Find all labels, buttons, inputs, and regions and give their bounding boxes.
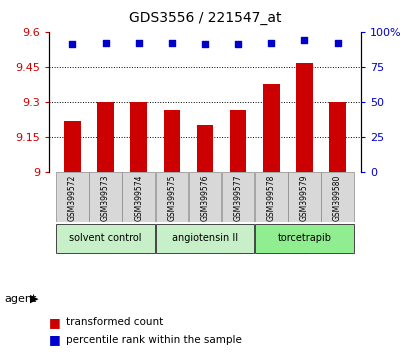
Point bbox=[69, 42, 76, 47]
Point bbox=[201, 42, 208, 47]
FancyBboxPatch shape bbox=[321, 172, 353, 222]
Text: solvent control: solvent control bbox=[69, 233, 142, 243]
Point bbox=[267, 40, 274, 46]
Bar bbox=[64, 121, 81, 172]
FancyBboxPatch shape bbox=[155, 224, 254, 253]
FancyBboxPatch shape bbox=[122, 172, 155, 222]
Bar bbox=[229, 110, 246, 172]
Bar bbox=[196, 125, 213, 172]
Text: ■: ■ bbox=[49, 316, 61, 329]
Text: ▶: ▶ bbox=[29, 294, 38, 304]
FancyBboxPatch shape bbox=[155, 172, 188, 222]
FancyBboxPatch shape bbox=[221, 172, 254, 222]
Text: transformed count: transformed count bbox=[65, 317, 162, 327]
Point bbox=[135, 40, 142, 46]
FancyBboxPatch shape bbox=[254, 224, 353, 253]
Text: percentile rank within the sample: percentile rank within the sample bbox=[65, 335, 241, 345]
Bar bbox=[262, 85, 279, 172]
Bar bbox=[295, 63, 312, 172]
Text: GSM399576: GSM399576 bbox=[200, 175, 209, 221]
Text: GSM399573: GSM399573 bbox=[101, 175, 110, 221]
Text: GDS3556 / 221547_at: GDS3556 / 221547_at bbox=[128, 11, 281, 25]
Text: GSM399580: GSM399580 bbox=[332, 175, 341, 221]
Text: GSM399574: GSM399574 bbox=[134, 175, 143, 221]
Text: GSM399577: GSM399577 bbox=[233, 175, 242, 221]
Point bbox=[102, 40, 108, 46]
FancyBboxPatch shape bbox=[188, 172, 221, 222]
Text: torcetrapib: torcetrapib bbox=[277, 233, 330, 243]
Text: angiotensin II: angiotensin II bbox=[171, 233, 238, 243]
FancyBboxPatch shape bbox=[89, 172, 121, 222]
Point bbox=[168, 40, 175, 46]
Bar bbox=[97, 102, 114, 172]
Point bbox=[333, 40, 340, 46]
Text: GSM399572: GSM399572 bbox=[68, 175, 77, 221]
Text: GSM399578: GSM399578 bbox=[266, 175, 275, 221]
FancyBboxPatch shape bbox=[288, 172, 320, 222]
FancyBboxPatch shape bbox=[56, 172, 88, 222]
Text: GSM399579: GSM399579 bbox=[299, 175, 308, 221]
FancyBboxPatch shape bbox=[56, 224, 155, 253]
Text: ■: ■ bbox=[49, 333, 61, 346]
Bar bbox=[130, 102, 147, 172]
Bar bbox=[328, 102, 345, 172]
FancyBboxPatch shape bbox=[254, 172, 287, 222]
Bar bbox=[163, 110, 180, 172]
Point bbox=[234, 42, 241, 47]
Point bbox=[301, 38, 307, 43]
Text: agent: agent bbox=[4, 294, 36, 304]
Text: GSM399575: GSM399575 bbox=[167, 175, 176, 221]
